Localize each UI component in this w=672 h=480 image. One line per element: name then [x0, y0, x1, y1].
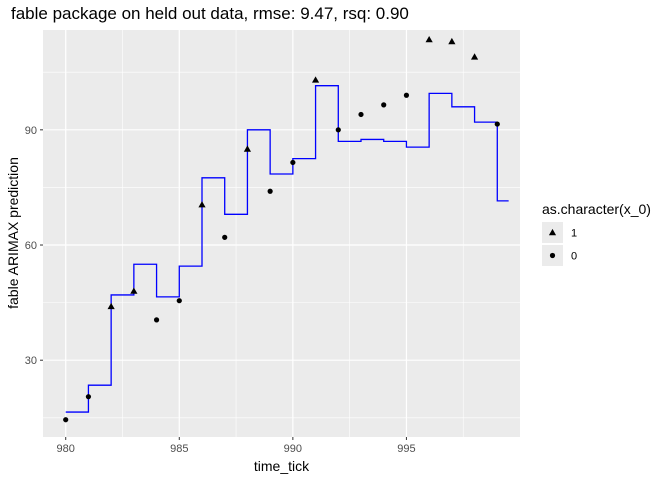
point-triangle: [243, 145, 252, 152]
y-tick-label: 90: [25, 125, 37, 137]
point-triangle: [425, 35, 433, 43]
data-points: [63, 35, 500, 423]
legend-key-circle: [549, 252, 556, 259]
legend-title: as.character(x_0): [542, 201, 651, 217]
prediction-step-line: [65, 85, 509, 413]
point-circle: [381, 102, 387, 108]
point-circle: [494, 121, 500, 127]
x-tick-label: 985: [170, 443, 188, 455]
legend-label: 1: [571, 228, 577, 240]
x-tick-label: 980: [57, 443, 75, 455]
chart-title: fable package on held out data, rmse: 9.…: [11, 4, 409, 23]
point-circle: [358, 111, 364, 118]
point-circle: [153, 317, 160, 323]
point-circle: [403, 92, 410, 98]
point-triangle: [107, 302, 115, 310]
point-circle: [63, 417, 69, 423]
legend: as.character(x_0) 1 0: [542, 201, 651, 266]
plot-background: [43, 30, 520, 437]
point-triangle: [198, 201, 206, 208]
prediction-step-path: [65, 85, 509, 413]
point-circle: [267, 188, 273, 194]
point-circle: [222, 234, 228, 240]
axes: 980 985 990 995 30 60 90: [25, 125, 416, 455]
x-tick-label: 995: [397, 443, 415, 455]
x-axis-title: time_tick: [254, 458, 310, 474]
plot-panel: [43, 30, 520, 437]
legend-label: 0: [571, 251, 577, 263]
x-tick-label: 990: [284, 443, 302, 455]
point-triangle: [311, 76, 320, 83]
point-triangle: [470, 53, 479, 60]
point-triangle: [130, 287, 138, 294]
point-circle: [335, 127, 341, 133]
y-tick-label: 60: [25, 240, 37, 252]
point-triangle: [448, 37, 456, 45]
point-circle: [176, 298, 182, 304]
y-axis-title: fable ARIMAX prediction: [5, 157, 21, 309]
point-circle: [85, 394, 92, 400]
legend-key-triangle: [548, 228, 557, 236]
point-circle: [290, 159, 296, 166]
y-tick-label: 30: [25, 355, 37, 367]
